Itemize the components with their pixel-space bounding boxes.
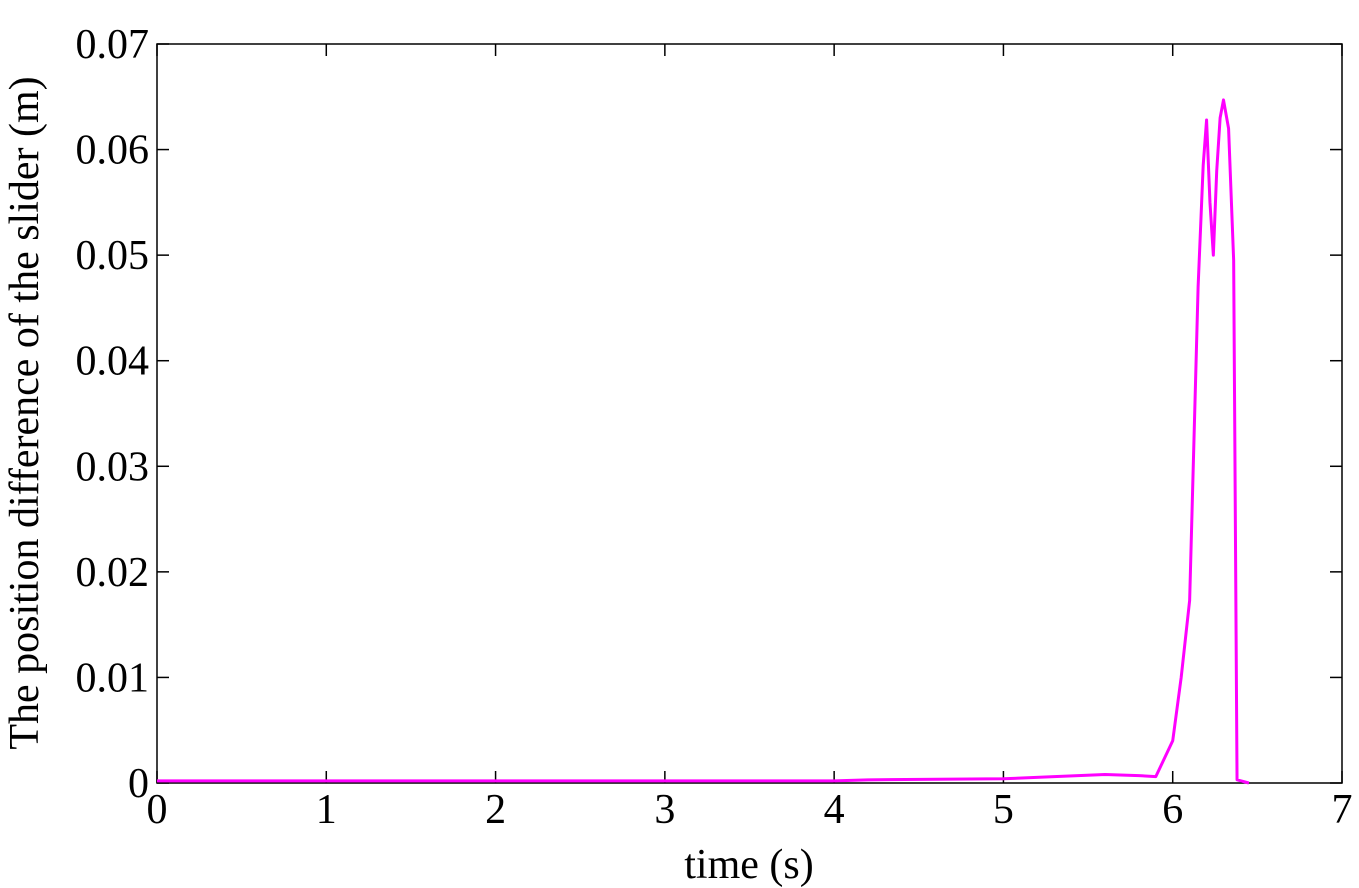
- y-axis-label: The position difference of the slider (m…: [2, 76, 48, 749]
- x-axis-label: time (s): [684, 842, 813, 888]
- y-tick-label: 0.02: [76, 550, 150, 596]
- y-tick-label: 0.01: [76, 655, 150, 701]
- x-tick-label: 6: [1162, 787, 1183, 833]
- x-tick-label: 2: [485, 787, 506, 833]
- data-line: [157, 98, 1250, 785]
- x-tick-label: 3: [654, 787, 675, 833]
- y-tick-label: 0.07: [76, 22, 150, 68]
- x-tick-label: 7: [1332, 787, 1353, 833]
- y-tick-label: 0.05: [76, 233, 150, 279]
- y-tick-label: 0.03: [76, 444, 150, 490]
- y-tick-label: 0.04: [76, 339, 150, 385]
- y-tick-label: 0: [128, 761, 149, 807]
- plot-frame: [156, 43, 1343, 784]
- x-tick-label: 1: [316, 787, 337, 833]
- x-tick-label: 4: [824, 787, 845, 833]
- x-tick-label: 0: [147, 787, 168, 833]
- x-tick-label: 5: [993, 787, 1014, 833]
- y-tick-label: 0.06: [76, 128, 150, 174]
